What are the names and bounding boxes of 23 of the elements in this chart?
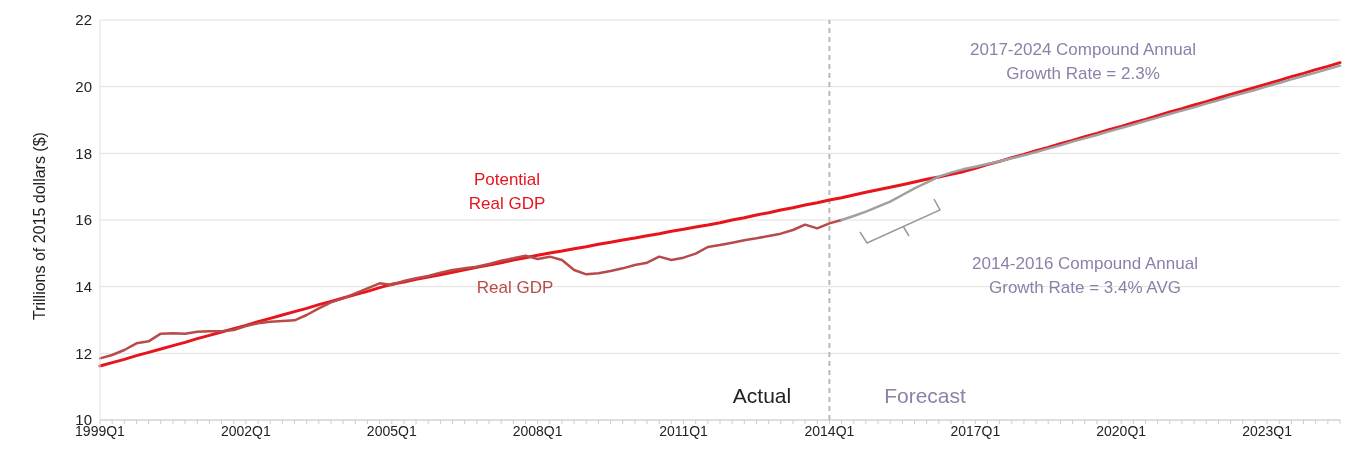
y-tick-label: 16 — [75, 211, 92, 229]
y-tick-label: 14 — [75, 277, 92, 295]
annotation: 2014-2016 Compound Annual Growth Rate = 3.4% AVG — [971, 253, 1199, 299]
series-label: Real GDP — [475, 277, 555, 299]
x-tick-label: 2005Q1 — [366, 422, 417, 439]
y-tick-label: 22 — [75, 11, 92, 29]
y-tick-label: 20 — [75, 77, 92, 95]
y-tick-label: 12 — [75, 344, 92, 362]
line-series — [98, 218, 843, 360]
x-tick-label: 2020Q1 — [1096, 422, 1147, 439]
x-tick-label: 2011Q1 — [659, 422, 709, 439]
x-tick-label: 2014Q1 — [804, 422, 855, 439]
annotation: 2017-2024 Compound Annual Growth Rate = 2.3% — [969, 39, 1197, 85]
y-axis-title: Trillions of 2015 dollars ($) — [30, 132, 48, 320]
annotation: Forecast — [883, 384, 967, 408]
x-tick-label: 2017Q1 — [950, 422, 1001, 439]
annotation: Actual — [731, 384, 793, 408]
text: Potential Real GDP — [467, 169, 547, 215]
x-tick-label: 2008Q1 — [512, 422, 563, 439]
x-tick-label: 2002Q1 — [220, 422, 271, 439]
line-series — [840, 64, 1342, 222]
y-tick-label: 18 — [75, 144, 92, 162]
x-tick-label: 2023Q1 — [1242, 422, 1293, 439]
